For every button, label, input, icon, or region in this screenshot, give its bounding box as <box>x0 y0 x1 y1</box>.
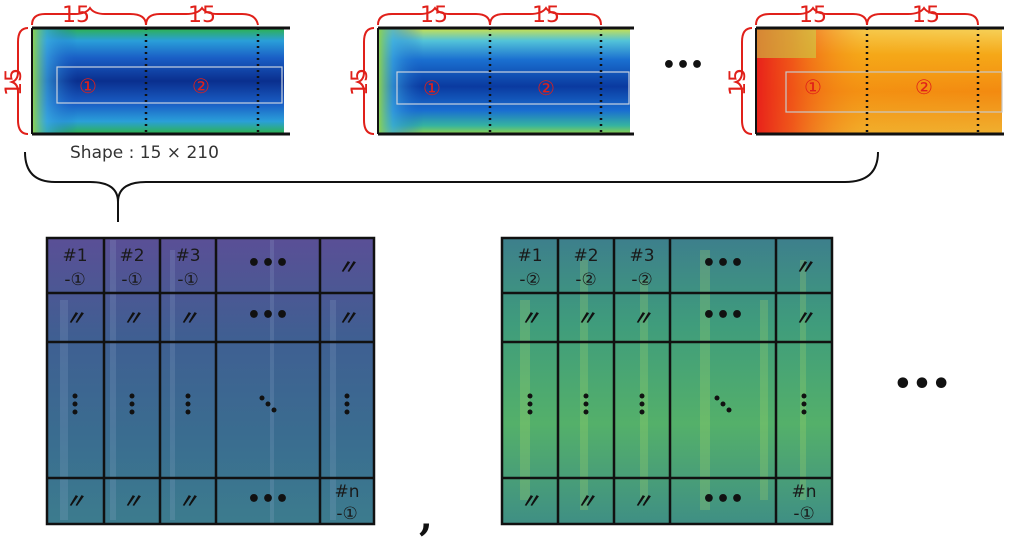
width-brace-1a <box>31 6 147 26</box>
width-brace-3a <box>755 6 868 26</box>
grid-right-ditto-3: 〃 <box>576 306 596 330</box>
grid-left-ditto-3: 〃 <box>122 306 142 330</box>
grid-left: #1 #2 #3 -① -① -① ••• 〃 〃 〃 〃 ••• 〃 〃 〃 … <box>45 236 376 526</box>
grid-left-ddots <box>259 395 277 413</box>
grid-left-vdots-3 <box>185 393 191 415</box>
shape-label: Shape : 15 × 210 <box>70 143 219 163</box>
grid-right-last-bottom: -① <box>793 504 814 524</box>
height-brace-3 <box>732 27 753 135</box>
width-label-2b: 15 <box>532 3 560 28</box>
grid-left-ditto-4: 〃 <box>178 306 198 330</box>
segment-label-3a: ① <box>804 75 822 99</box>
grid-right-ditto-5: 〃 <box>794 306 814 330</box>
grid-left-header-3: #3 <box>175 246 200 266</box>
width-brace-1b <box>145 6 259 26</box>
segment-label-1a: ① <box>79 74 97 98</box>
grid-left-vdots-4 <box>344 393 350 415</box>
grid-right-header-1: #1 <box>517 246 542 266</box>
grid-right-ellipsis-1: ••• <box>702 251 744 276</box>
grid-right-vdots-2 <box>583 393 589 415</box>
grid-right: #1 #2 #3 -② -② -② ••• 〃 〃 〃 〃 ••• 〃 〃 〃 … <box>500 236 834 526</box>
grid-right-vdots-3 <box>639 393 645 415</box>
grid-right-header-3: #3 <box>629 246 654 266</box>
grid-left-ditto-6: 〃 <box>65 489 85 513</box>
grid-right-sub-2: -② <box>575 270 596 290</box>
spectrogram-ellipsis: ••• <box>662 53 704 78</box>
trailing-ellipsis: ••• <box>893 367 951 402</box>
width-label-1a: 15 <box>62 3 90 28</box>
spectrogram-1: 15 15 15 ① ② <box>2 3 290 136</box>
height-label-3: 15 <box>726 68 751 96</box>
grid-left-last-bottom: -① <box>336 504 357 524</box>
grouping-brace <box>24 151 879 222</box>
grid-right-vdots-1 <box>527 393 533 415</box>
width-label-1b: 15 <box>188 3 216 28</box>
grid-right-ditto-2: 〃 <box>520 306 540 330</box>
grid-right-last-top: #n <box>791 482 816 502</box>
width-label-3b: 15 <box>912 3 940 28</box>
grid-right-ditto-8: 〃 <box>632 489 652 513</box>
grid-right-ellipsis-3: ••• <box>702 487 744 512</box>
grid-left-ditto-1: 〃 <box>337 255 357 279</box>
height-brace-1 <box>8 27 29 135</box>
grid-left-last-top: #n <box>334 482 359 502</box>
grid-left-ditto-7: 〃 <box>122 489 142 513</box>
width-brace-2a <box>377 6 491 26</box>
width-label-3a: 15 <box>799 3 827 28</box>
separator-comma: , <box>419 493 433 540</box>
width-brace-3b <box>866 6 979 26</box>
segment-label-3b: ② <box>915 75 933 99</box>
grid-right-header-2: #2 <box>573 246 598 266</box>
grid-left-sub-3: -① <box>177 270 198 290</box>
segment-label-2a: ① <box>423 76 441 100</box>
grid-left-ditto-5: 〃 <box>337 306 357 330</box>
grid-right-ddots <box>714 395 732 413</box>
grid-right-vdots-4 <box>801 393 807 415</box>
spectrogram-3: 15 15 15 ① ② <box>726 3 1004 136</box>
height-brace-2 <box>354 27 375 135</box>
grid-left-sub-1: -① <box>64 270 85 290</box>
grid-left-ellipsis-3: ••• <box>247 487 289 512</box>
grid-left-vdots-2 <box>129 393 135 415</box>
grid-left-header-2: #2 <box>119 246 144 266</box>
grid-right-sub-1: -② <box>519 270 540 290</box>
grid-right-ditto-6: 〃 <box>520 489 540 513</box>
grid-left-ditto-2: 〃 <box>65 306 85 330</box>
grid-right-ditto-4: 〃 <box>632 306 652 330</box>
grid-right-ditto-7: 〃 <box>576 489 596 513</box>
height-label-2: 15 <box>348 68 373 96</box>
grid-right-ellipsis-2: ••• <box>702 303 744 328</box>
grid-left-ditto-8: 〃 <box>178 489 198 513</box>
grid-left-header-1: #1 <box>62 246 87 266</box>
grid-right-sub-3: -② <box>631 270 652 290</box>
width-brace-2b <box>489 6 602 26</box>
grid-left-sub-2: -① <box>121 270 142 290</box>
grid-left-ellipsis-2: ••• <box>247 303 289 328</box>
spectrogram-2: 15 15 15 ① ② <box>348 3 634 136</box>
height-label-1: 15 <box>2 68 27 96</box>
grid-right-ditto-1: 〃 <box>794 255 814 279</box>
width-label-2a: 15 <box>420 3 448 28</box>
segment-label-1b: ② <box>192 74 210 98</box>
segment-label-2b: ② <box>537 76 555 100</box>
grid-left-vdots-1 <box>72 393 78 415</box>
grid-left-ellipsis-1: ••• <box>247 251 289 276</box>
